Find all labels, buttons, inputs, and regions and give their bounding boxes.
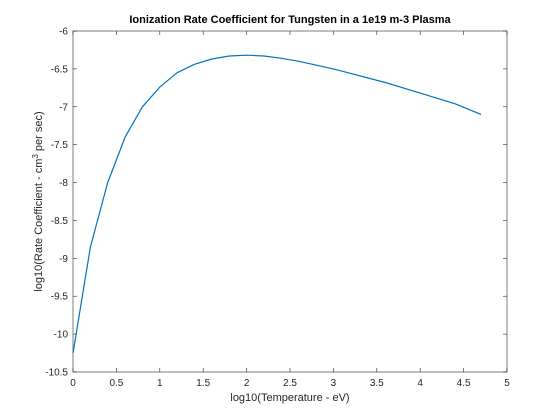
y-axis-label: log10(Rate Coefficient - cm3 per sec) <box>31 111 45 291</box>
x-tick-label: 2.5 <box>283 378 297 389</box>
x-tick-label: 0 <box>70 378 76 389</box>
y-tick-label: -6.5 <box>51 64 69 75</box>
y-tick-label: -8.5 <box>51 216 69 227</box>
x-tick-label: 4 <box>417 378 423 389</box>
series-layer <box>72 54 482 354</box>
y-tick-label: -8 <box>59 178 68 189</box>
x-tick-label: 4.5 <box>457 378 471 389</box>
y-tick-label: -9.5 <box>51 292 69 303</box>
y-axis: -10.5 -10 -9.5 -9 -8.5 -8 -7.5 -7 -6.5 -6 <box>45 27 507 379</box>
x-tick-label: 1.5 <box>196 378 210 389</box>
y-tick-label: -10 <box>54 330 69 341</box>
y-tick-label: -6 <box>59 27 68 38</box>
y-tick-label: -7.5 <box>51 140 69 151</box>
x-axis-label: log10(Temperature - eV) <box>230 392 349 404</box>
y-axis-label-main: log10(Rate Coefficient - cm <box>33 159 45 292</box>
y-tick-label: -7 <box>59 102 68 113</box>
x-tick-label: 2 <box>244 378 250 389</box>
x-tick-label: 3.5 <box>370 378 384 389</box>
y-tick-label: -9 <box>59 254 68 265</box>
y-axis-label-superscript: 3 <box>31 154 40 159</box>
y-tick-label: -10.5 <box>45 368 68 379</box>
x-tick-label: 1 <box>157 378 163 389</box>
y-axis-label-tail: per sec) <box>33 111 45 154</box>
x-tick-label: 3 <box>331 378 337 389</box>
chart-title: Ionization Rate Coefficient for Tungsten… <box>129 14 451 26</box>
x-tick-label: 5 <box>504 378 510 389</box>
series-line <box>72 54 482 354</box>
x-axis: 0 0.5 1 1.5 2 2.5 3 3.5 4 4.5 5 <box>70 31 510 389</box>
plot-area <box>72 30 508 373</box>
x-tick-label: 0.5 <box>109 378 123 389</box>
